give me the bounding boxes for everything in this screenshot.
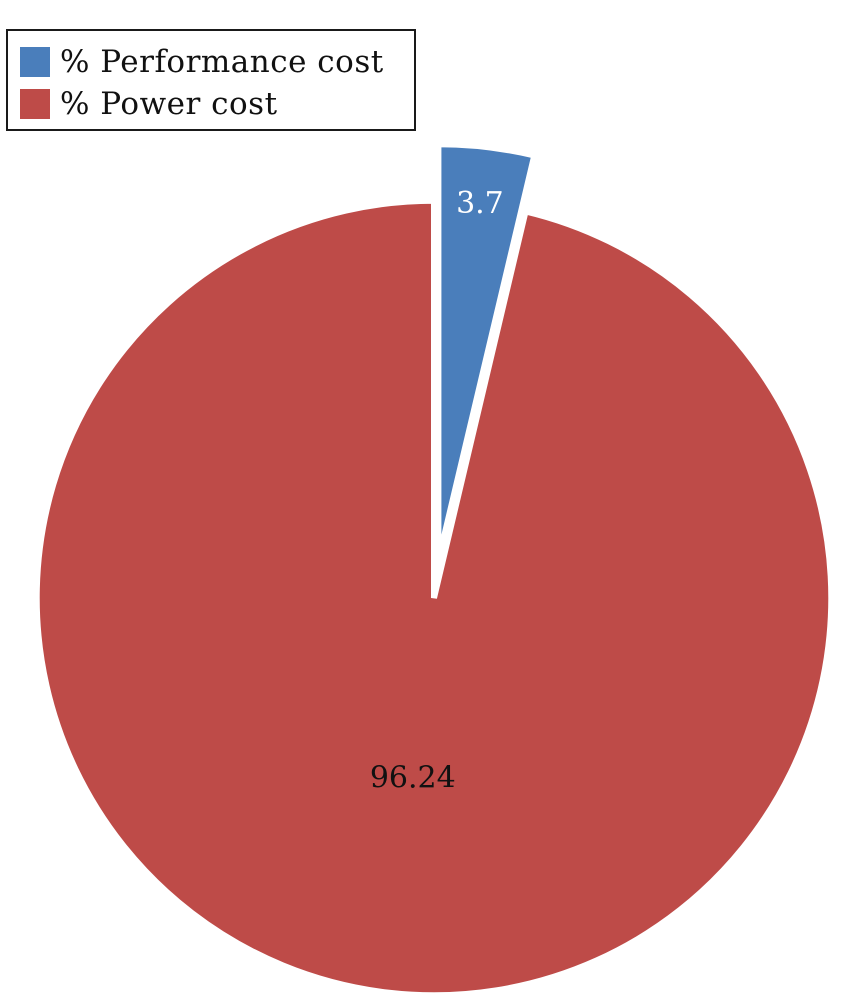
pie-value-label-0: 3.7	[456, 186, 504, 221]
pie-value-label-1: 96.24	[370, 761, 456, 796]
legend-item-power-cost: % Power cost	[20, 86, 278, 122]
pie-slice-1	[33, 197, 835, 994]
legend: % Performance cost % Power cost	[6, 29, 416, 131]
legend-label-power-cost: % Power cost	[60, 86, 278, 122]
legend-item-performance-cost: % Performance cost	[20, 44, 384, 80]
legend-label-performance-cost: % Performance cost	[60, 44, 384, 80]
pie-slice-0	[435, 141, 538, 561]
legend-swatch-performance-cost	[20, 47, 50, 77]
legend-swatch-power-cost	[20, 89, 50, 119]
